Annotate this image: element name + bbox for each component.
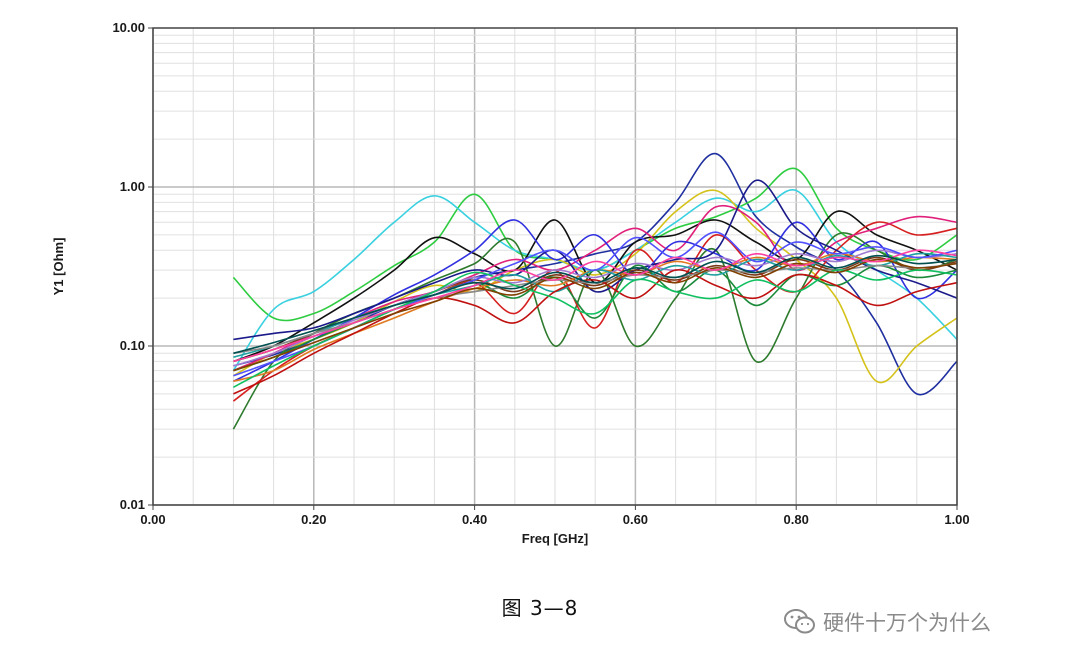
watermark-text: 硬件十万个为什么 xyxy=(823,611,991,635)
chart-grid xyxy=(152,28,958,506)
x-tick-label: 0.20 xyxy=(301,512,326,527)
x-tick-label: 0.40 xyxy=(462,512,487,527)
y-tick-label: 0.10 xyxy=(120,338,145,353)
watermark: 硬件十万个为什么 xyxy=(783,605,991,639)
series-line-20 xyxy=(233,258,958,372)
x-tick-label: 0.00 xyxy=(140,512,165,527)
series-line-10 xyxy=(233,179,958,341)
series-line-21 xyxy=(233,249,958,363)
series-line-14 xyxy=(233,249,958,367)
x-tick-label: 1.00 xyxy=(944,512,969,527)
x-tick-label: 0.80 xyxy=(784,512,809,527)
series-line-22 xyxy=(233,254,958,355)
plot-frame xyxy=(152,27,958,506)
wechat-icon xyxy=(784,609,815,634)
chart: 0.00 0.20 0.40 0.60 0.80 1.00 0.01 0.10 1.00 10.0… xyxy=(51,20,970,546)
series-line-16 xyxy=(233,269,958,395)
y-axis-label: Y1 [Ohm] xyxy=(51,238,66,296)
chart-series-group xyxy=(232,152,958,430)
x-tick-label: 0.60 xyxy=(623,512,648,527)
y-tick-label: 0.01 xyxy=(120,497,145,512)
figure-caption: 图 3—8 xyxy=(501,596,579,620)
x-axis-label: Freq [GHz] xyxy=(522,531,588,546)
chart-ticks: 0.00 0.20 0.40 0.60 0.80 1.00 0.01 0.10 1.00 10.0… xyxy=(112,20,969,527)
y-tick-label: 10.00 xyxy=(112,20,145,35)
y-tick-label: 1.00 xyxy=(120,179,145,194)
